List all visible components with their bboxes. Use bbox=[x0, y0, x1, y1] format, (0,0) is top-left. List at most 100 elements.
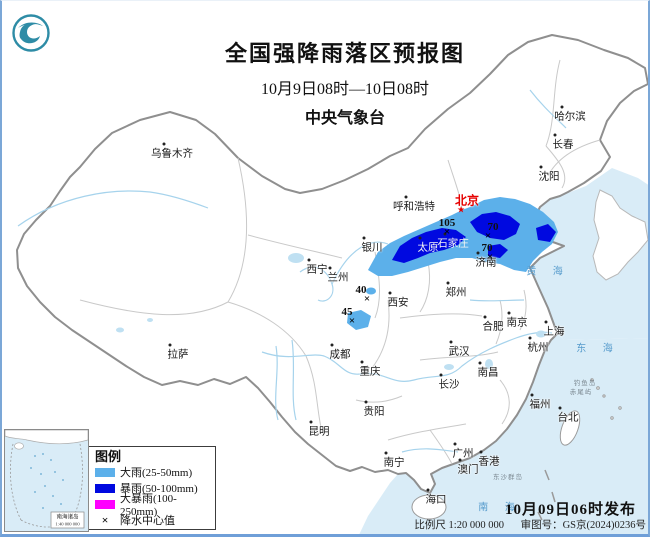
city-label: 合肥 bbox=[482, 321, 504, 333]
legend-title: 图例 bbox=[95, 449, 122, 464]
city-dot bbox=[328, 266, 332, 270]
city-label: 海口 bbox=[425, 494, 447, 506]
map-meta: 比例尺 1:20 000 000 审图号：GS京(2024)0236号 bbox=[414, 517, 646, 532]
city-label: 济南 bbox=[475, 257, 497, 269]
city-label: 福州 bbox=[529, 399, 551, 411]
city-dot bbox=[168, 343, 172, 347]
city-dot bbox=[439, 373, 443, 377]
rainstorm-swatch bbox=[95, 483, 115, 493]
china-outline bbox=[16, 34, 649, 494]
city-label: 沈阳 bbox=[538, 171, 560, 183]
legend-label: 降水中心值 bbox=[120, 515, 175, 527]
island-label: 东沙群岛 bbox=[493, 474, 523, 481]
city-dot bbox=[539, 165, 543, 169]
city-dot bbox=[453, 442, 457, 446]
city-label: 哈尔滨 bbox=[554, 111, 586, 123]
city-label: 乌鲁木齐 bbox=[151, 148, 193, 160]
inset-scale: 1:40 000 000 bbox=[55, 522, 80, 527]
sea-label: 黄 海 bbox=[526, 266, 570, 278]
city-dot bbox=[544, 320, 548, 324]
city-label: 石家庄 bbox=[437, 238, 469, 250]
city-dot bbox=[307, 258, 311, 262]
korea-peninsula bbox=[592, 189, 649, 281]
city-dot bbox=[388, 291, 392, 295]
valid-period: 10月9日08时—10日08时 bbox=[260, 81, 430, 98]
city-label: 重庆 bbox=[359, 366, 381, 378]
city-label: 长沙 bbox=[438, 379, 460, 391]
city-dot bbox=[476, 251, 480, 255]
city-label: 南宁 bbox=[383, 457, 405, 469]
rivers bbox=[17, 89, 567, 453]
city-dot bbox=[507, 311, 511, 315]
city-dot bbox=[449, 340, 453, 344]
sea-boundary-dashes bbox=[537, 469, 556, 521]
legend-label: 暴雨(50-100mm) bbox=[120, 483, 198, 495]
rain-center-value: 70 bbox=[481, 242, 493, 254]
city-label: 南昌 bbox=[477, 367, 499, 379]
city-label: 台北 bbox=[557, 412, 579, 424]
island-label: 赤尾屿 bbox=[569, 389, 593, 396]
hainan-island bbox=[411, 494, 447, 520]
city-dot bbox=[309, 420, 313, 424]
city-label: 上海 bbox=[543, 326, 565, 338]
city-label: 西宁 bbox=[306, 264, 328, 276]
city-label: 贵阳 bbox=[363, 406, 385, 418]
city-dot bbox=[364, 400, 368, 404]
city-dot bbox=[553, 133, 557, 137]
rain-center-mark-icon: × bbox=[363, 293, 371, 305]
city-label: 武汉 bbox=[448, 346, 470, 358]
city-label: 杭州 bbox=[527, 342, 549, 354]
city-dot bbox=[479, 450, 483, 454]
sea-label: 南 海 bbox=[478, 502, 522, 514]
city-dot bbox=[360, 360, 364, 364]
capital-star-icon: ★ bbox=[456, 204, 466, 215]
city-dot bbox=[483, 315, 487, 319]
heavy-rainstorm-swatch bbox=[95, 499, 115, 509]
rain-center-mark-icon: × bbox=[443, 226, 451, 238]
rain-center-value: 70 bbox=[487, 221, 499, 233]
capital-label: 北京 bbox=[454, 193, 480, 208]
issue-time: 10月09日06时发布 bbox=[504, 502, 636, 518]
agency-name: 中央气象台 bbox=[304, 110, 386, 127]
city-label: 拉萨 bbox=[167, 349, 189, 361]
approval-number: 审图号：GS京(2024)0236号 bbox=[520, 520, 646, 531]
sea-label: 东 海 bbox=[576, 343, 620, 355]
city-label: 澳门 bbox=[457, 464, 479, 476]
south-china-sea-inset: 南海诸岛 1:40 000 000 bbox=[4, 429, 89, 532]
rain-center-value: 40 bbox=[355, 284, 367, 296]
legend-item-heavy-rainstorm: 大暴雨(100-250mm) bbox=[95, 493, 209, 518]
city-dot bbox=[458, 458, 462, 462]
rain-area-rainstorm bbox=[392, 212, 556, 263]
inset-name: 南海诸岛 bbox=[56, 513, 79, 521]
taiwan-island bbox=[559, 410, 581, 446]
city-dot bbox=[443, 232, 447, 236]
rain-center-mark-icon: × bbox=[484, 230, 492, 242]
city-dot bbox=[418, 236, 422, 240]
legend-item-precip-center: × 降水中心值 bbox=[95, 512, 209, 528]
heavy-rain-swatch bbox=[95, 467, 115, 477]
city-label: 兰州 bbox=[327, 272, 349, 284]
city-dot bbox=[384, 451, 388, 455]
city-label: 太原 bbox=[417, 242, 439, 254]
city-dot bbox=[162, 142, 166, 146]
island-label: 钓鱼岛 bbox=[573, 380, 597, 387]
city-label: 成都 bbox=[329, 349, 351, 361]
city-dot bbox=[528, 336, 532, 340]
city-dot bbox=[560, 105, 564, 109]
legend-item-heavy-rain: 大雨(25-50mm) bbox=[95, 464, 209, 480]
rain-center-value: 45 bbox=[341, 306, 353, 318]
city-label: 西安 bbox=[387, 297, 409, 309]
cma-logo-icon bbox=[10, 12, 52, 59]
province-borders bbox=[79, 59, 601, 465]
city-label: 广州 bbox=[452, 448, 474, 460]
city-dot bbox=[530, 393, 534, 397]
city-dot bbox=[478, 361, 482, 365]
city-dot bbox=[426, 488, 430, 492]
legend-label: 大雨(25-50mm) bbox=[120, 467, 193, 479]
city-dot bbox=[446, 281, 450, 285]
city-dot bbox=[362, 236, 366, 240]
legend-label: 大暴雨(100-250mm) bbox=[120, 493, 177, 518]
rain-center-mark-icon: × bbox=[348, 315, 356, 327]
